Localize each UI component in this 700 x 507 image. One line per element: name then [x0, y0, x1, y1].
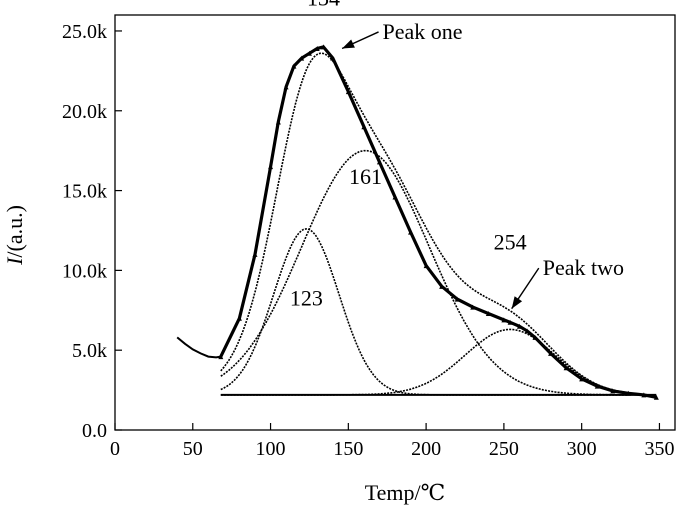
x-tick-label: 200: [411, 438, 441, 460]
y-tick-label: 25.0k: [62, 21, 107, 43]
measured-point: [563, 365, 569, 371]
low-temp-tail-line: [176, 336, 221, 359]
fit-peak-123-line: [220, 228, 629, 396]
measured-point: [268, 164, 274, 170]
measured-point: [439, 283, 445, 289]
measured-point: [330, 55, 336, 61]
measured-point: [524, 328, 530, 334]
measured-point: [320, 44, 326, 50]
peak-label-254: 254: [494, 230, 527, 255]
measured-point: [218, 354, 224, 360]
measured-point: [236, 315, 242, 321]
measured-point: [275, 119, 281, 125]
measured-point: [408, 229, 414, 235]
peak-label-161: 161: [349, 164, 382, 189]
measured-point: [361, 124, 367, 130]
measured-point: [252, 251, 258, 257]
measured-point: [470, 304, 476, 310]
measured-point: [594, 383, 600, 389]
x-tick-label: 250: [489, 438, 519, 460]
y-tick-label: 5.0k: [72, 340, 107, 362]
fit-peak-161-line: [220, 149, 629, 396]
x-tick-label: 100: [256, 438, 286, 460]
peak-one-label: Peak one: [383, 19, 463, 44]
y-tick-label: 20.0k: [62, 101, 107, 123]
measured-point: [516, 323, 522, 329]
measured-point: [306, 50, 312, 56]
measured-point: [610, 388, 616, 394]
annotations: Peak one Peak two: [341, 19, 624, 310]
peak-label-134: 134: [307, 0, 340, 10]
measured-point: [532, 334, 538, 340]
measured-point: [314, 46, 320, 52]
x-tick-label: 150: [333, 438, 363, 460]
x-tick-label: 350: [644, 438, 674, 460]
y-tick-label: 15.0k: [62, 181, 107, 203]
y-axis-label-symbol: I: [2, 256, 27, 266]
y-axis-label: I/(a.u.): [2, 205, 27, 266]
x-tick-label: 50: [183, 438, 203, 460]
x-axis-label: Temp/℃: [365, 480, 446, 505]
measured-point: [641, 392, 647, 398]
peak-label-123: 123: [290, 286, 323, 311]
fit-peak-254-line: [220, 328, 629, 396]
peak-one-arrow-head: [342, 39, 355, 49]
fit-sum-line: [220, 52, 629, 394]
measured-point: [283, 84, 289, 90]
measured-point: [376, 159, 382, 165]
measured-point: [291, 63, 297, 69]
measured-point: [548, 350, 554, 356]
measured-point: [653, 394, 659, 400]
measured-point: [501, 317, 507, 323]
measured-point: [579, 376, 585, 382]
x-axis-ticks: 0 50 100 150 200 250 300 350: [110, 423, 674, 460]
y-axis-ticks: 0.0 5.0k 10.0k 15.0k 20.0k 25.0k: [62, 21, 122, 442]
plot-frame: [114, 14, 676, 431]
x-tick-label: 0: [110, 438, 120, 460]
x-tick-label: 300: [567, 438, 597, 460]
peak-labels: 134 161 123 254: [290, 0, 527, 311]
measured-point: [423, 263, 429, 269]
plot-area: [176, 44, 659, 400]
measured-point: [485, 310, 491, 316]
measured-point: [345, 89, 351, 95]
y-tick-label: 0.0: [82, 420, 107, 442]
measured-point: [454, 296, 460, 302]
measured-point: [299, 55, 305, 61]
y-tick-label: 10.0k: [62, 260, 107, 282]
y-axis-label-unit: /(a.u.): [2, 205, 27, 258]
measured-point: [392, 194, 398, 200]
peak-two-arrow-head: [511, 296, 523, 309]
measured-point: [507, 319, 513, 325]
chart-axes: [114, 14, 676, 431]
measured-point: [625, 390, 631, 396]
measured-series-line: [219, 45, 657, 399]
peak-two-label: Peak two: [543, 255, 624, 280]
